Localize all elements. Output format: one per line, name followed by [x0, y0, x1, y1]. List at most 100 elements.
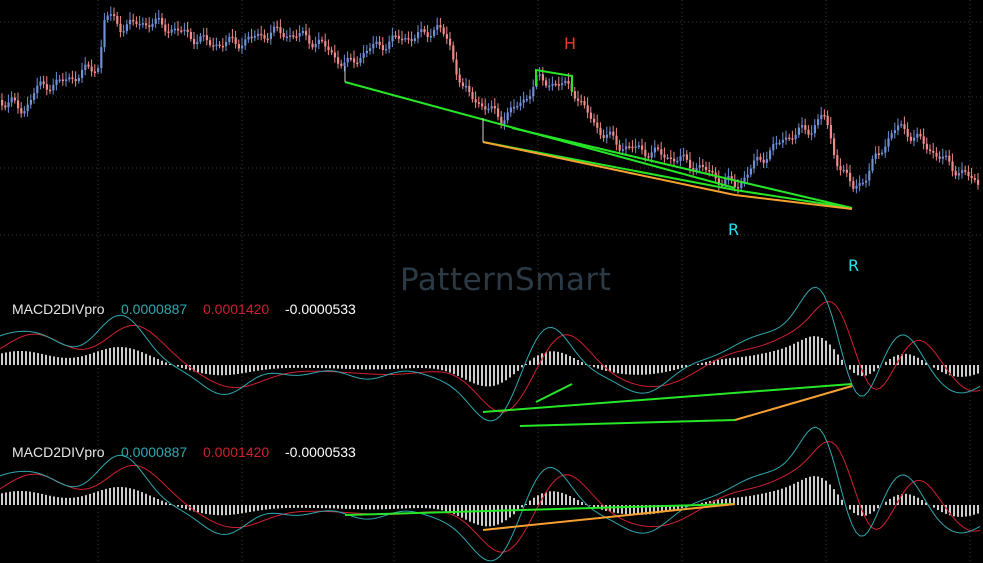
candle-body	[221, 45, 224, 48]
candle-body	[647, 156, 650, 158]
candle-body	[359, 57, 362, 63]
candle-body	[135, 21, 138, 24]
candle-body	[241, 45, 244, 49]
candle-body	[369, 48, 372, 51]
candle-body	[804, 125, 807, 130]
indicator-value-signal: 0.0001420	[203, 444, 270, 460]
candle-body	[26, 104, 29, 112]
candle-body	[279, 27, 282, 34]
candle-body	[68, 77, 71, 80]
candle-body	[967, 171, 970, 176]
candle-body	[228, 36, 231, 42]
candle-body	[391, 35, 394, 42]
candle-body	[685, 154, 688, 160]
candle-body	[327, 46, 330, 51]
candle-body	[420, 29, 423, 33]
candle-body	[618, 144, 621, 151]
candle-body	[669, 157, 672, 159]
candle-body	[4, 105, 7, 108]
candle-body	[225, 41, 228, 47]
candle-body	[167, 31, 170, 34]
candle-body	[833, 138, 836, 156]
candle-body	[49, 89, 52, 92]
candle-body	[298, 33, 301, 37]
candle-body	[321, 39, 324, 42]
divergence-line	[344, 503, 736, 516]
candle-body	[481, 103, 484, 107]
candle-body	[772, 144, 775, 151]
candle-body	[564, 80, 567, 84]
candle-body	[740, 182, 743, 189]
divergence-line	[482, 383, 853, 413]
divergence-line	[535, 383, 573, 403]
candle-body	[935, 152, 938, 157]
candle-body	[506, 112, 509, 121]
indicator-value-histogram: -0.0000533	[285, 301, 356, 317]
indicator-name: MACD2DIVpro	[12, 444, 105, 460]
candle-body	[445, 34, 448, 39]
candle-body	[775, 143, 778, 145]
candle-body	[580, 100, 583, 103]
indicator-value-macd: 0.0000887	[121, 444, 188, 460]
candle-body	[173, 28, 176, 31]
macd-line	[0, 426, 981, 562]
candle-body	[708, 170, 711, 172]
candle-body	[413, 38, 416, 41]
candle-body	[509, 107, 512, 113]
candle-body	[378, 41, 381, 46]
candle-body	[820, 114, 823, 120]
candle-body	[292, 35, 295, 37]
candle-body	[42, 81, 45, 85]
candle-body	[551, 83, 554, 86]
candle-body	[781, 139, 784, 143]
candle-body	[196, 41, 199, 45]
candle-body	[7, 102, 10, 108]
candle-body	[116, 15, 119, 24]
candle-body	[727, 176, 730, 180]
candle-body	[113, 14, 116, 16]
macd-line	[0, 286, 981, 422]
candle-body	[372, 43, 375, 49]
candle-body	[151, 23, 154, 27]
candle-body	[605, 134, 608, 138]
candle-body	[695, 167, 698, 171]
candle-body	[132, 19, 135, 22]
candle-body	[468, 85, 471, 93]
candle-body	[929, 149, 932, 152]
candle-body	[909, 136, 912, 141]
candle-body	[401, 38, 404, 41]
candle-body	[769, 150, 772, 160]
candle-body	[100, 47, 103, 69]
candle-body	[375, 41, 378, 44]
candle-body	[471, 92, 474, 100]
macd-panel-2	[0, 426, 981, 562]
candle-body	[260, 33, 263, 36]
candle-body	[314, 43, 317, 48]
candle-body	[138, 23, 141, 26]
candle-body	[653, 147, 656, 153]
candle-body	[689, 159, 692, 169]
candle-body	[349, 57, 352, 60]
candle-body	[337, 57, 340, 64]
candle-body	[180, 30, 183, 32]
candle-body	[343, 62, 346, 66]
candle-body	[861, 182, 864, 185]
candle-body	[484, 106, 487, 110]
candle-body	[513, 106, 516, 109]
candle-body	[919, 133, 922, 137]
candle-body	[74, 78, 77, 82]
candle-body	[881, 152, 884, 155]
candle-body	[890, 133, 893, 139]
candle-body	[161, 17, 164, 25]
indicator-value-macd: 0.0000887	[121, 301, 188, 317]
candle-body	[586, 105, 589, 113]
candle-body	[845, 169, 848, 173]
candle-body	[932, 151, 935, 153]
candle-body	[1, 100, 4, 106]
candle-body	[365, 50, 368, 54]
candle-body	[673, 158, 676, 162]
candle-body	[743, 177, 746, 183]
pattern-label-r1: R	[728, 220, 740, 239]
candle-body	[650, 152, 653, 158]
